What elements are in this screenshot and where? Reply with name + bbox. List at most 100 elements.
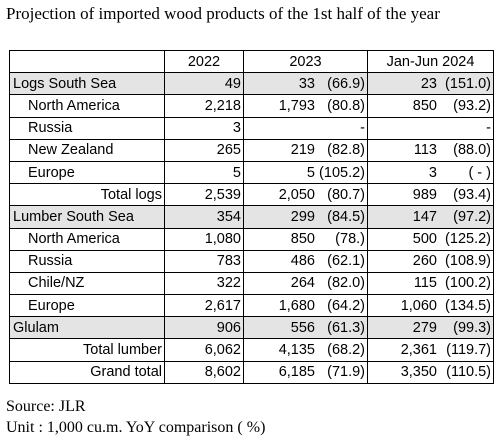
- row-label: Total logs: [9, 183, 165, 207]
- cell-2023: 1,793 (80.8): [243, 94, 368, 118]
- table-row: Lumber South Sea 354 299 (84.5) 147 (97.2): [9, 205, 494, 229]
- cell-2024: 279 (99.3): [367, 316, 494, 340]
- unit-note: Unit : 1,000 cu.m. YoY comparison ( %): [6, 419, 266, 436]
- cell-2024: 1,060 (134.5): [367, 294, 494, 318]
- table-row: Total lumber 6,062 4,135 (68.2) 2,361 (119.7): [9, 338, 494, 362]
- value-2022: 354: [164, 205, 244, 229]
- table-row: Grand total 8,602 6,185 (71.9) 3,350 (110.5): [9, 360, 494, 384]
- value-2022: 783: [164, 249, 244, 273]
- value-2023: 1,793: [278, 97, 315, 114]
- row-label: Total lumber: [9, 338, 165, 362]
- cell-2023: 33 (66.9): [243, 72, 368, 96]
- row-label: Europe: [9, 294, 165, 318]
- value-2022: 2,539: [164, 183, 244, 207]
- value-2024: 2,361: [400, 342, 437, 359]
- table-row: North America 1,080 850 (78.) 500 (125.2): [9, 227, 494, 251]
- yoy-2023: (68.2): [327, 342, 365, 359]
- row-label: Grand total: [9, 360, 165, 384]
- value-2023: 2,050: [278, 186, 315, 203]
- row-label: Glulam: [9, 316, 165, 340]
- yoy-2024: -: [486, 120, 491, 137]
- yoy-2023: (82.0): [327, 275, 365, 292]
- table-row: Glulam 906 556 (61.3) 279 (99.3): [9, 316, 494, 340]
- cell-2023: 6,185 (71.9): [243, 360, 368, 384]
- cell-2023: 264 (82.0): [243, 271, 368, 296]
- yoy-2024: (99.3): [453, 319, 491, 336]
- yoy-2024: (88.0): [453, 142, 491, 159]
- row-label: Chile/NZ: [9, 271, 165, 296]
- value-2024: 1,060: [400, 297, 437, 314]
- value-2022: 322: [164, 271, 244, 296]
- yoy-2023: (62.1): [327, 253, 365, 270]
- value-2022: 6,062: [164, 338, 244, 362]
- cell-2023: 850 (78.): [243, 227, 368, 251]
- row-label: Logs South Sea: [9, 72, 165, 96]
- value-2024: 115: [413, 275, 437, 292]
- cell-2024: 3 ( - ): [367, 160, 494, 185]
- row-label: North America: [9, 94, 165, 118]
- header-2023: 2023: [243, 49, 368, 74]
- value-2023: 556: [290, 319, 315, 336]
- yoy-2023: (105.2): [319, 164, 365, 181]
- value-2024: 850: [412, 97, 437, 114]
- row-label: Lumber South Sea: [9, 205, 165, 229]
- cell-2024: 23 (151.0): [367, 72, 494, 96]
- value-2024: 23: [420, 75, 437, 92]
- yoy-2024: (151.0): [445, 75, 491, 92]
- cell-2024: 147 (97.2): [367, 205, 494, 229]
- value-2022: 2,617: [164, 294, 244, 318]
- cell-2024: 3,350 (110.5): [367, 360, 494, 384]
- source-note: Source: JLR: [6, 398, 86, 415]
- cell-2024: -: [367, 116, 494, 140]
- value-2023: 264: [290, 275, 315, 292]
- value-2022: 906: [164, 316, 244, 340]
- value-2024: 260: [412, 253, 437, 270]
- value-2022: 49: [164, 72, 244, 96]
- row-label: North America: [9, 227, 165, 251]
- value-2022: 2,218: [164, 94, 244, 118]
- value-2024: 3,350: [400, 364, 437, 381]
- yoy-2023: -: [360, 120, 365, 137]
- table-row: North America 2,218 1,793 (80.8) 850 (93.2): [9, 94, 494, 118]
- yoy-2024: (100.2): [445, 275, 491, 292]
- value-2023: 299: [290, 208, 315, 225]
- cell-2023: 4,135 (68.2): [243, 338, 368, 362]
- yoy-2023: (66.9): [327, 75, 365, 92]
- page-title: Projection of imported wood products of …: [6, 4, 440, 23]
- cell-2024: 113 (88.0): [367, 138, 494, 162]
- table-row: Europe 5 5 (105.2) 3( - ): [9, 160, 494, 185]
- yoy-2023: (80.7): [327, 186, 365, 203]
- row-label: Russia: [9, 249, 165, 273]
- value-2022: 265: [164, 138, 244, 162]
- table-row: Russia 783 486 (62.1) 260 (108.9): [9, 249, 494, 273]
- cell-2023: 219 (82.8): [243, 138, 368, 162]
- table-row: Total logs 2,539 2,050 (80.7) 989 (93.4): [9, 183, 494, 207]
- yoy-2024: (119.7): [446, 342, 491, 359]
- value-2023: 33: [298, 75, 315, 92]
- value-2023: 4,135: [278, 342, 315, 359]
- yoy-2023: (80.8): [327, 97, 365, 114]
- value-2023: [273, 120, 315, 136]
- row-label: Europe: [9, 160, 165, 185]
- yoy-2024: (110.5): [446, 364, 491, 381]
- cell-2024: 850 (93.2): [367, 94, 494, 118]
- cell-2023: 486 (62.1): [243, 249, 368, 273]
- yoy-2024: (97.2): [453, 208, 491, 225]
- yoy-2024: (93.2): [453, 97, 491, 114]
- table-body: Logs South Sea 49 33 (66.9) 23 (151.0) North A…: [9, 72, 494, 384]
- header-2022: 2022: [164, 49, 244, 74]
- value-2024: 113: [413, 142, 437, 159]
- value-2024: 3: [428, 164, 437, 181]
- yoy-2024: ( - ): [468, 164, 491, 181]
- value-2022: 5: [164, 160, 244, 185]
- value-2022: 3: [164, 116, 244, 140]
- table-row: Russia 3 - -: [9, 116, 494, 140]
- table-row: Europe 2,617 1,680 (64.2) 1,060 (134.5): [9, 294, 494, 318]
- value-2022: 8,602: [164, 360, 244, 384]
- table-row: Chile/NZ 322 264 (82.0) 115 (100.2): [9, 271, 494, 296]
- value-2024: 989: [412, 186, 437, 203]
- cell-2023: 299 (84.5): [243, 205, 368, 229]
- yoy-2024: (108.9): [445, 253, 491, 270]
- cell-2023: 2,050 (80.7): [243, 183, 368, 207]
- yoy-2024: (134.5): [445, 297, 491, 314]
